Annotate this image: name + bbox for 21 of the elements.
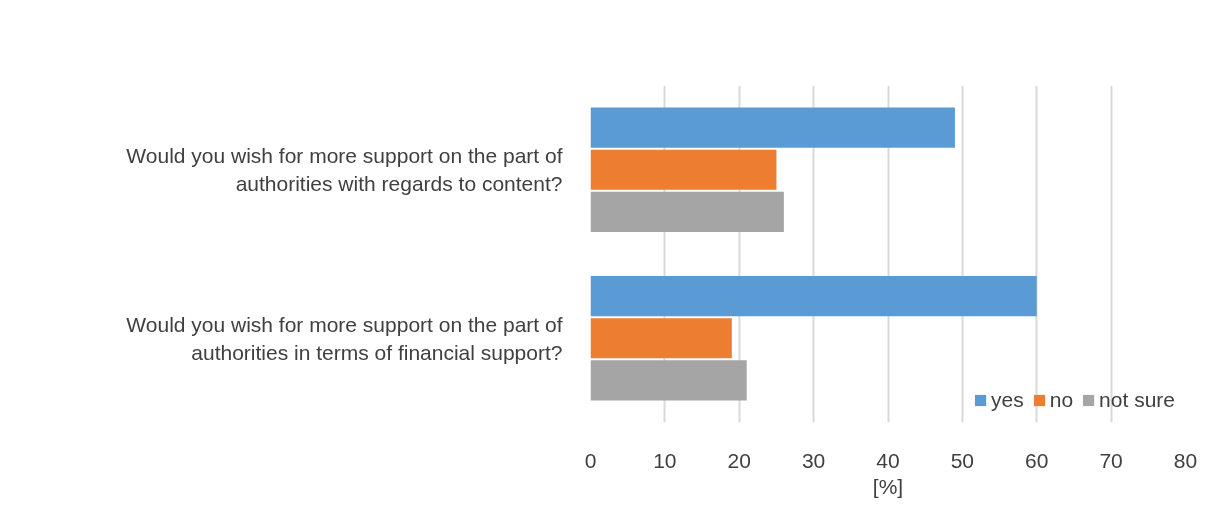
bar <box>590 360 747 401</box>
x-tick-label: 80 <box>1173 448 1198 472</box>
x-tick-label: 0 <box>584 448 597 472</box>
x-tick-label: 70 <box>1099 448 1123 472</box>
bar <box>590 107 955 148</box>
x-tick-label: 20 <box>727 448 751 472</box>
bar <box>590 318 732 359</box>
y-tick-label: Would you wish for more support on the part of authorities with regards to content? <box>126 144 563 196</box>
legend-label: no <box>1049 388 1074 412</box>
x-tick-label: 40 <box>876 448 900 472</box>
x-tick-label: 10 <box>653 448 677 472</box>
legend-label: yes <box>991 388 1024 412</box>
x-tick-label: 60 <box>1025 448 1049 472</box>
y-tick-label: Would you wish for more support on the part of authorities in terms of financial support? <box>126 312 563 364</box>
bar <box>590 149 777 190</box>
bar <box>590 276 1037 317</box>
x-axis-title: [%] <box>872 474 904 498</box>
x-tick-label: 50 <box>950 448 975 472</box>
bar <box>590 191 784 232</box>
legend-label: not sure <box>1099 388 1175 412</box>
x-tick-label: 30 <box>801 448 826 472</box>
